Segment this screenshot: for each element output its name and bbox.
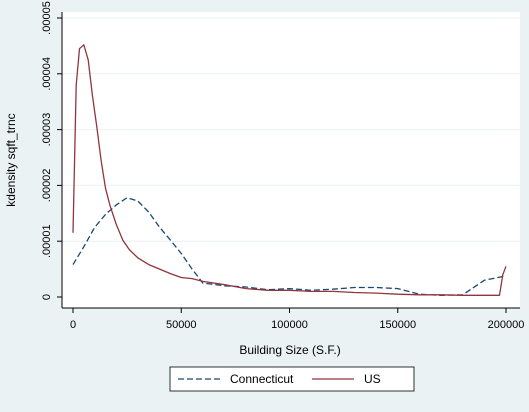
x-tick-label-3: 150000 bbox=[379, 319, 416, 331]
x-tick-label-4: 200000 bbox=[488, 319, 525, 331]
series-line-us bbox=[72, 44, 507, 296]
y-axis-label: kdensity sqft_trnc bbox=[4, 113, 18, 206]
axes: 0 .00001 .00002 .00003 .00004 .00005 0 50000 100… bbox=[41, 1, 524, 331]
y-tick-label-4: .00004 bbox=[41, 57, 53, 91]
legend-label-connecticut: Connecticut bbox=[230, 372, 294, 386]
series-line-connecticut bbox=[72, 197, 507, 296]
legend: Connecticut US bbox=[169, 366, 415, 392]
series-lines bbox=[72, 44, 507, 296]
x-tick-label-2: 100000 bbox=[271, 319, 308, 331]
plot-area bbox=[62, 12, 520, 308]
y-tick-label-1: .00001 bbox=[41, 224, 53, 258]
y-tick-label-2: .00002 bbox=[41, 169, 53, 203]
y-tick-label-0: 0 bbox=[41, 294, 53, 300]
y-tick-label-3: .00003 bbox=[41, 113, 53, 147]
x-axis-label: Building Size (S.F.) bbox=[239, 343, 340, 357]
legend-label-us: US bbox=[364, 372, 381, 386]
grid-lines bbox=[62, 17, 520, 242]
x-tick-label-1: 50000 bbox=[166, 319, 197, 331]
y-tick-label-5: .00005 bbox=[41, 1, 53, 35]
x-tick-label-0: 0 bbox=[70, 319, 76, 331]
